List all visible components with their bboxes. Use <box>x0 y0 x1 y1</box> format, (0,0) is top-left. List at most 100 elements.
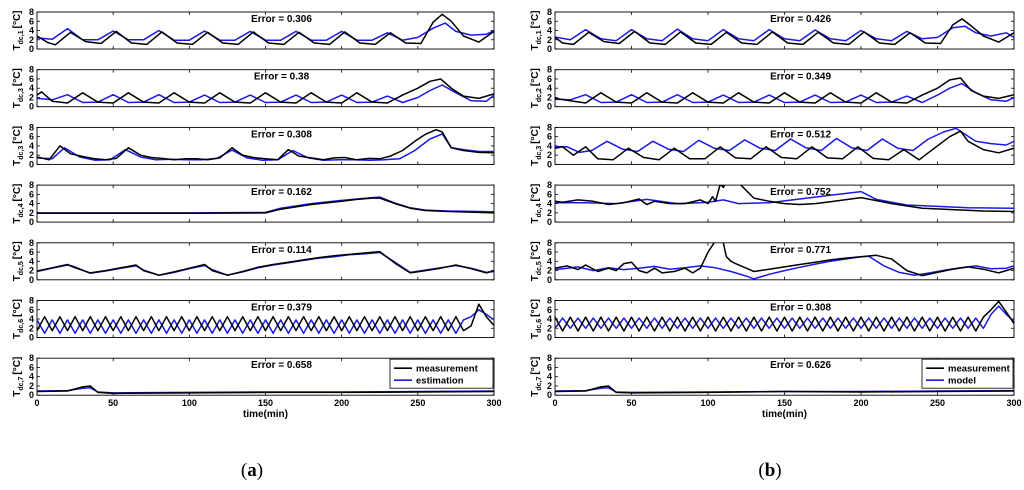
legend-label-model: model <box>948 376 976 387</box>
series-group <box>555 242 1014 280</box>
y-axis-label-symbol: T <box>530 44 541 50</box>
y-axis-label-unit: [°C] <box>530 10 541 28</box>
series-group <box>37 303 494 335</box>
y-axis-label: Tdc,3 [°C] <box>530 126 543 166</box>
series-group <box>555 300 1014 332</box>
y-axis-label-subscript: dc,6 <box>536 319 543 333</box>
y-tick-label: 4 <box>547 83 552 93</box>
error-annotation: Error = 0.771 <box>770 245 831 256</box>
y-axis-label-subscript: dc,3 <box>536 146 543 160</box>
x-tick-label: 300 <box>486 398 501 408</box>
y-tick-label: 2 <box>547 150 552 160</box>
y-tick-label: 2 <box>547 323 552 333</box>
x-tick-label: 0 <box>552 398 557 408</box>
y-tick-label: 4 <box>547 256 552 266</box>
y-tick-label: 0 <box>29 390 34 400</box>
legend-label-estimation: estimation <box>416 376 464 387</box>
y-tick-label: 0 <box>29 159 34 169</box>
error-annotation: Error = 0.626 <box>770 360 831 371</box>
series-group <box>555 185 1014 213</box>
x-tick-label: 100 <box>182 398 197 408</box>
series-group <box>37 128 494 161</box>
series-line-measurement <box>555 185 1014 213</box>
y-axis-label-subscript: dc,2 <box>536 88 543 102</box>
error-annotation: Error = 0.426 <box>770 14 831 25</box>
series-line-estimation <box>37 84 494 104</box>
panel-label-a: (a) <box>241 460 263 481</box>
error-annotation: Error = 0.308 <box>770 303 831 314</box>
y-tick-label: 0 <box>29 44 34 54</box>
y-axis-label-unit: [°C] <box>12 184 23 202</box>
series-line-measurement <box>37 78 494 104</box>
y-tick-label: 0 <box>547 275 552 285</box>
series-line-measurement <box>37 385 494 395</box>
y-tick-label: 0 <box>547 333 552 343</box>
y-tick-label: 4 <box>29 141 34 151</box>
y-axis-label-symbol: T <box>12 44 23 50</box>
y-tick-label: 8 <box>29 353 34 363</box>
y-axis-label: Tdc,7[°C] <box>12 357 25 397</box>
y-axis-label: Tdc,3 [°C] <box>12 126 25 166</box>
y-axis-label: Tdc,6 [°C] <box>530 299 543 339</box>
legend-label-measurement: measurement <box>948 364 1011 375</box>
y-tick-label: 0 <box>29 102 34 112</box>
y-axis-label-subscript: dc,7 <box>536 376 543 390</box>
y-axis-label-subscript: dc,1 <box>536 30 543 44</box>
error-annotation: Error = 0.658 <box>251 360 312 371</box>
series-group <box>37 250 494 276</box>
y-axis-label-symbol: T <box>12 275 23 281</box>
y-tick-label: 4 <box>547 199 552 209</box>
y-tick-label: 4 <box>547 141 552 151</box>
panel-label-b-letter: b <box>765 460 776 481</box>
y-axis-label-symbol: T <box>12 160 23 166</box>
y-tick-label: 4 <box>29 26 34 36</box>
y-axis-label-unit: [°C] <box>530 184 541 202</box>
y-axis-label: Tdc,6 [°C] <box>12 299 25 339</box>
error-annotation: Error = 0.114 <box>251 245 312 256</box>
error-annotation: Error = 0.379 <box>251 303 312 314</box>
y-tick-label: 0 <box>29 275 34 285</box>
y-axis-label-unit: [°C] <box>530 357 541 375</box>
y-tick-label: 2 <box>29 323 34 333</box>
y-axis-label-unit: [°C] <box>530 241 541 259</box>
x-tick-label: 250 <box>930 398 945 408</box>
y-axis-label-subscript: dc,4 <box>536 203 543 217</box>
y-tick-label: 2 <box>29 266 34 276</box>
y-axis-label-unit: [°C] <box>12 357 23 375</box>
y-axis-label: Tdc,1 [°C] <box>530 10 543 50</box>
y-axis-label-unit: [°C] <box>12 10 23 28</box>
y-axis-label: Tdc,7[°C] <box>530 357 543 397</box>
y-tick-label: 6 <box>547 189 552 199</box>
y-tick-label: 2 <box>547 208 552 218</box>
y-tick-label: 6 <box>29 305 34 315</box>
series-line-model <box>555 305 1014 330</box>
series-line-measurement <box>37 250 494 276</box>
y-tick-label: 8 <box>29 122 34 132</box>
y-tick-label: 6 <box>29 132 34 142</box>
error-annotation: Error = 0.349 <box>770 72 831 83</box>
y-tick-label: 8 <box>547 238 552 248</box>
series-line-measurement <box>37 128 494 161</box>
y-tick-label: 0 <box>547 217 552 227</box>
y-tick-label: 8 <box>547 7 552 17</box>
y-axis-label: Tdc,2 [°C] <box>530 68 543 108</box>
y-tick-label: 8 <box>29 238 34 248</box>
y-axis-label: Tdc,4[°C] <box>530 184 543 224</box>
y-tick-label: 2 <box>547 266 552 276</box>
y-axis-label-subscript: dc,7 <box>18 376 25 390</box>
y-axis-label-subscript: dc,5 <box>18 261 25 275</box>
y-tick-label: 2 <box>29 92 34 102</box>
y-tick-label: 6 <box>547 74 552 84</box>
y-axis-label-subscript: dc,6 <box>18 319 25 333</box>
y-axis-label: Tdc,1 [°C] <box>12 10 25 50</box>
y-axis-label-subscript: dc,4 <box>18 203 25 217</box>
series-group <box>555 127 1014 161</box>
y-tick-label: 6 <box>547 362 552 372</box>
